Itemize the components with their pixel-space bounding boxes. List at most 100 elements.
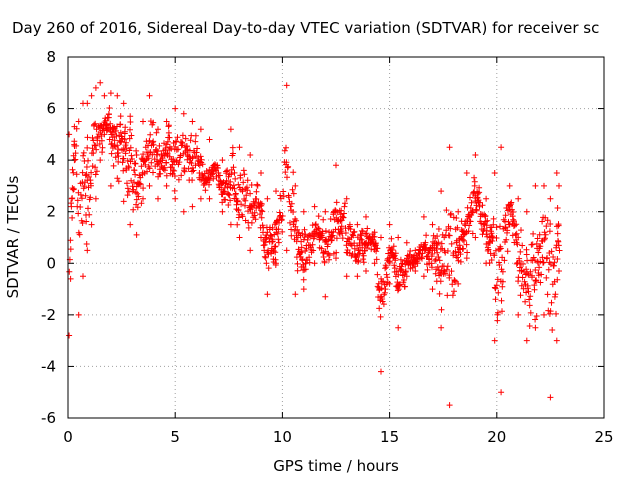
data-point (300, 208, 307, 215)
data-point (531, 257, 538, 264)
data-point (544, 291, 551, 298)
data-point (69, 214, 76, 221)
data-point (448, 240, 455, 247)
data-point (482, 212, 489, 219)
data-point (386, 259, 393, 266)
data-point (483, 241, 490, 247)
data-point (292, 182, 299, 189)
data-point (165, 129, 172, 136)
data-point (232, 190, 239, 197)
data-point (446, 232, 453, 239)
data-point (300, 276, 307, 283)
data-point (548, 248, 555, 255)
data-point (471, 182, 478, 189)
data-point (134, 204, 141, 211)
data-point (526, 323, 533, 329)
data-point (163, 182, 170, 189)
data-point (97, 157, 104, 164)
data-point (351, 240, 358, 247)
data-point (248, 219, 255, 226)
data-point (226, 192, 233, 199)
data-point (503, 236, 510, 243)
data-point (493, 224, 500, 231)
data-point (283, 144, 289, 151)
data-point (69, 166, 76, 173)
data-point (108, 141, 115, 148)
data-point (269, 238, 276, 245)
data-point (506, 182, 513, 189)
data-point (294, 267, 301, 274)
data-point (79, 220, 86, 226)
data-point (457, 258, 464, 265)
data-point (301, 234, 308, 241)
data-point (80, 273, 86, 280)
data-point (364, 245, 370, 251)
data-point (547, 394, 554, 401)
data-point (555, 221, 562, 228)
data-point (220, 188, 227, 195)
data-point (86, 211, 93, 218)
data-point (86, 173, 92, 180)
data-point (88, 92, 95, 99)
data-point (450, 252, 457, 259)
data-point (72, 150, 79, 157)
data-point (225, 202, 232, 208)
data-point (397, 281, 403, 288)
data-point (231, 169, 238, 176)
data-point (259, 208, 266, 215)
data-point (487, 250, 494, 257)
data-point (189, 203, 196, 210)
data-point (556, 268, 562, 274)
data-point (302, 266, 309, 273)
data-point (383, 264, 390, 271)
data-point (288, 226, 295, 233)
data-point (531, 286, 538, 293)
data-point (108, 150, 115, 157)
data-point (460, 245, 467, 252)
data-point (197, 126, 204, 133)
data-point (132, 160, 139, 167)
data-point (519, 242, 526, 249)
data-point (124, 180, 130, 187)
data-point (321, 259, 328, 266)
data-point (126, 147, 133, 154)
data-point (96, 141, 103, 147)
y-tick-label: 8 (46, 48, 56, 66)
data-point (137, 174, 144, 181)
y-tick-label: 6 (46, 100, 56, 118)
data-point (263, 260, 270, 267)
data-point (338, 223, 345, 230)
data-point (491, 170, 498, 176)
data-point (434, 233, 441, 240)
data-point (287, 203, 294, 210)
data-point (251, 200, 258, 207)
data-point (338, 207, 345, 214)
data-point (424, 266, 431, 273)
data-point (541, 311, 547, 318)
data-point (294, 260, 301, 267)
data-point (254, 181, 261, 188)
data-point (280, 188, 287, 195)
data-point (126, 135, 133, 142)
data-point (92, 171, 99, 178)
data-point (132, 189, 139, 196)
data-point (523, 208, 530, 215)
data-point (438, 188, 445, 195)
data-point (395, 271, 402, 278)
data-point (262, 239, 269, 246)
data-point (390, 243, 397, 250)
data-point (274, 230, 281, 237)
data-point (347, 226, 354, 233)
data-point (273, 188, 279, 195)
data-point (527, 268, 534, 275)
data-point (547, 221, 554, 227)
data-point (126, 164, 132, 171)
data-point (241, 171, 248, 178)
data-point (342, 230, 349, 236)
data-point (537, 279, 544, 286)
data-point (444, 292, 451, 299)
data-point (499, 268, 506, 275)
data-point (311, 260, 318, 267)
data-point (328, 237, 335, 244)
data-point (112, 127, 119, 134)
